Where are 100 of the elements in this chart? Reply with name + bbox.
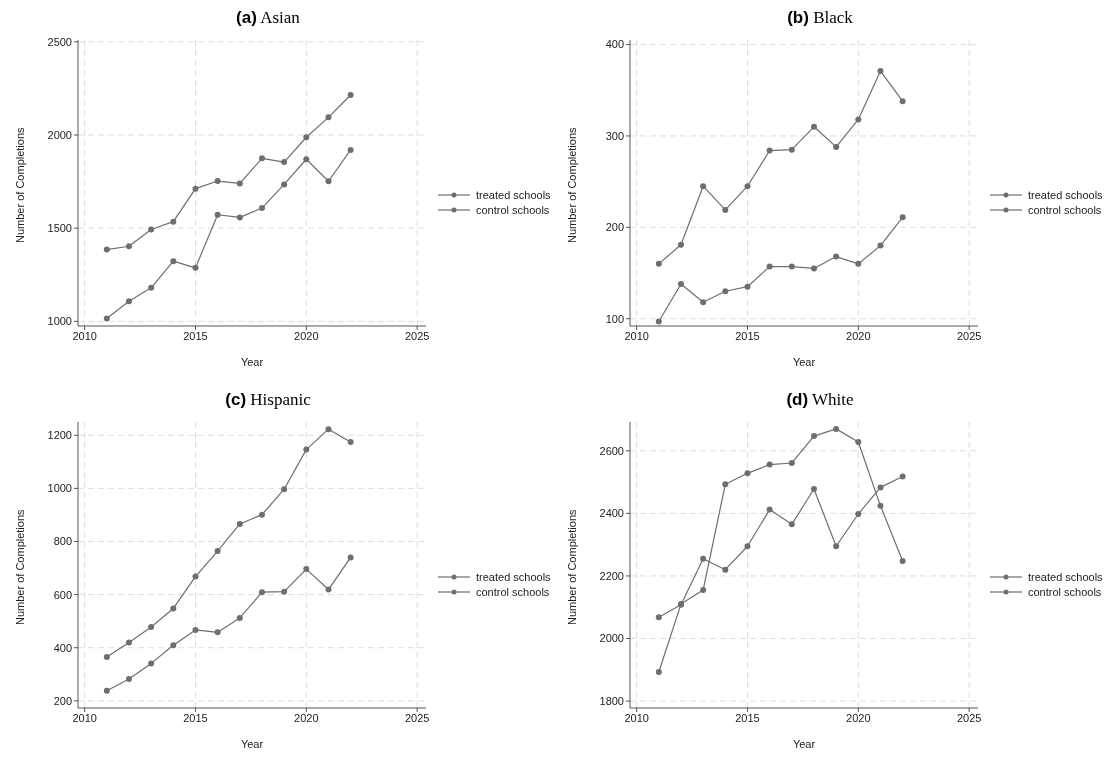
point (103, 315, 110, 322)
legend-label: control schools (1028, 203, 1102, 216)
point (877, 502, 884, 509)
y-tick-label: 1000 (47, 482, 72, 495)
x-tick-label: 2015 (735, 711, 760, 724)
point (788, 459, 795, 466)
point (303, 156, 310, 163)
x-axis-title: Year (240, 356, 264, 368)
point (833, 543, 840, 550)
point (899, 214, 906, 221)
y-tick-label: 2400 (599, 507, 624, 520)
point (833, 253, 840, 260)
x-tick-label: 2010 (72, 711, 97, 724)
legend-label: control schools (1028, 585, 1102, 598)
point (899, 473, 906, 480)
point (899, 557, 906, 564)
y-tick-label: 800 (53, 535, 72, 548)
x-tick-label: 2015 (183, 329, 208, 342)
point (700, 183, 707, 190)
y-tick-label: 2200 (599, 569, 624, 582)
x-tick-label: 2015 (183, 711, 208, 724)
y-axis-title: Number of Completions (13, 126, 26, 243)
point (281, 588, 288, 595)
x-tick-label: 2025 (404, 711, 430, 724)
point (655, 260, 662, 267)
x-tick-label: 2025 (404, 329, 430, 342)
y-axis-title: Number of Completions (565, 508, 578, 625)
x-tick-label: 2020 (294, 329, 319, 342)
y-tick-label: 300 (605, 129, 624, 142)
point (281, 181, 288, 188)
point (744, 283, 751, 290)
legend-label: control schools (476, 585, 550, 598)
x-tick-label: 2025 (956, 711, 982, 724)
point (677, 280, 684, 287)
point (125, 243, 132, 250)
point (722, 481, 729, 488)
y-tick-label: 1000 (47, 315, 72, 328)
point (877, 242, 884, 249)
point (788, 263, 795, 270)
point (214, 629, 221, 636)
point (192, 626, 199, 633)
point (788, 521, 795, 528)
x-tick-label: 2020 (294, 711, 319, 724)
point (303, 566, 310, 573)
point (766, 461, 773, 468)
x-tick-label: 2025 (956, 329, 982, 342)
point (347, 146, 354, 153)
point (303, 134, 310, 141)
point (148, 624, 155, 631)
point (236, 180, 243, 187)
x-tick-label: 2010 (624, 329, 649, 342)
point (214, 178, 221, 185)
x-axis-title: Year (240, 738, 264, 750)
point (125, 298, 132, 305)
point (281, 159, 288, 166)
point (325, 426, 332, 433)
point (810, 485, 817, 492)
point (722, 288, 729, 295)
chart-title: (d) White (785, 390, 855, 411)
point (103, 246, 110, 253)
point (899, 98, 906, 105)
y-axis-title: Number of Completions (565, 126, 578, 243)
point (655, 318, 662, 325)
point (655, 614, 662, 621)
y-tick-label: 200 (605, 221, 624, 234)
x-axis-title: Year (792, 738, 816, 750)
point (855, 439, 862, 446)
y-tick-label: 200 (53, 694, 72, 707)
point (236, 520, 243, 527)
point (700, 555, 707, 562)
point (855, 511, 862, 517)
y-tick-label: 2600 (599, 444, 624, 457)
point (810, 123, 817, 130)
x-axis-title: Year (792, 356, 816, 368)
point (192, 573, 199, 580)
chart-title: (b) Black (786, 8, 854, 29)
y-tick-label: 2500 (47, 35, 72, 48)
point (347, 91, 354, 98)
point (192, 264, 199, 271)
point (258, 511, 265, 518)
point (214, 211, 221, 218)
point (258, 155, 265, 162)
point (258, 205, 265, 212)
point (766, 506, 773, 513)
legend-label: treated schools (476, 188, 551, 201)
point (148, 226, 155, 233)
point (744, 470, 751, 477)
point (325, 114, 332, 121)
legend-label: treated schools (476, 570, 551, 583)
y-tick-label: 400 (605, 38, 624, 51)
point (170, 605, 177, 612)
point (103, 654, 110, 661)
point (810, 265, 817, 272)
point (325, 178, 332, 185)
point (788, 146, 795, 153)
y-tick-label: 2000 (47, 128, 72, 141)
point (170, 642, 177, 649)
point (236, 214, 243, 221)
y-tick-label: 100 (605, 312, 624, 325)
y-tick-label: 1200 (47, 429, 72, 442)
